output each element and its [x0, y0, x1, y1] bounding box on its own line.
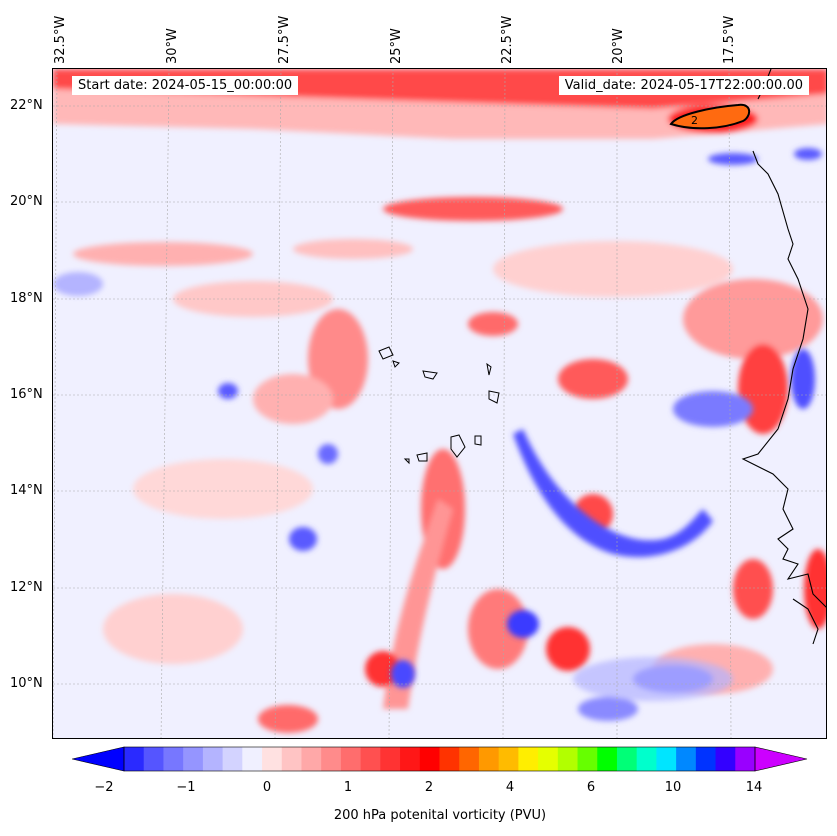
colorbar-segment	[557, 747, 579, 771]
colorbar-segment	[281, 747, 302, 771]
colorbar-segment	[242, 747, 263, 771]
lon-label: 32.5°W	[53, 15, 68, 64]
colorbar-segment	[400, 747, 421, 771]
colorbar-segment	[636, 747, 657, 771]
colorbar-segment	[183, 747, 204, 771]
colorbar-segment	[518, 747, 539, 771]
cape-verde-islands	[378, 346, 500, 465]
colorbar-segment	[616, 747, 638, 771]
colorbar-segment	[143, 747, 164, 771]
colorbar-tick-label: 6	[586, 780, 596, 795]
colorbar-segment	[676, 747, 697, 771]
lat-label: 18°N	[10, 291, 43, 306]
colorbar-segment	[439, 747, 460, 771]
colorbar-segment	[459, 747, 480, 771]
lon-label: 22.5°W	[500, 15, 515, 64]
colorbar-segment	[380, 747, 401, 771]
lon-label: 25°W	[389, 28, 404, 64]
colorbar-tick-label: 14	[745, 780, 763, 795]
colorbar-segment	[498, 747, 519, 771]
contour-label: 2	[691, 114, 698, 127]
negative-pv-areas	[53, 148, 822, 721]
colorbar-tick-label: 2	[424, 780, 434, 795]
colorbar-tick-label: −1	[176, 780, 196, 795]
colorbar-segment	[321, 747, 342, 771]
colorbar-tick-label: 10	[664, 780, 682, 795]
lon-label: 17.5°W	[722, 15, 737, 64]
lat-label: 12°N	[10, 580, 43, 595]
colorbar-label: 200 hPa potenital vorticity (PVU)	[333, 808, 547, 823]
lat-label: 14°N	[10, 483, 43, 498]
colorbar-segment	[478, 747, 500, 771]
colorbar-segment	[577, 747, 598, 771]
colorbar-tick-label: 4	[505, 780, 515, 795]
graticule	[53, 69, 826, 738]
colorbar-tick-label: 0	[262, 780, 272, 795]
colorbar-segment	[715, 747, 736, 771]
colorbar-segment	[656, 747, 677, 771]
colorbar-extend-high	[754, 746, 808, 772]
colorbar-segment	[163, 747, 184, 771]
colorbar-segment	[262, 747, 283, 771]
lat-label: 20°N	[10, 194, 43, 209]
colorbar-segment	[360, 747, 381, 771]
lat-label: 10°N	[10, 676, 43, 691]
lon-label: 20°W	[611, 28, 626, 64]
colorbar-segment	[419, 747, 440, 771]
pv-field-map: 2	[53, 69, 826, 738]
colorbar-segment	[597, 747, 618, 771]
colorbar-segment	[301, 747, 322, 771]
colorbar-segment	[124, 747, 145, 771]
pv-2-contour: 2	[669, 103, 751, 130]
lon-label: 30°W	[165, 28, 180, 64]
colorbar-segment	[735, 747, 756, 771]
start-date-label: Start date: 2024-05-15_00:00:00	[72, 76, 299, 95]
lon-label: 27.5°W	[277, 15, 292, 64]
colorbar-outline	[123, 746, 756, 772]
colorbar-segment	[538, 747, 559, 771]
colorbar-segment	[340, 747, 362, 771]
colorbar-tick-label: −2	[94, 780, 114, 795]
colorbar-extend-low	[72, 746, 125, 772]
map-plot-area: 2	[52, 68, 827, 739]
lat-label: 22°N	[10, 98, 43, 113]
colorbar-segment	[695, 747, 717, 771]
colorbar-segment	[222, 747, 243, 771]
colorbar-segments	[124, 747, 756, 771]
colorbar	[72, 746, 808, 772]
lat-label: 16°N	[10, 387, 43, 402]
colorbar-tick-label: 1	[343, 780, 353, 795]
valid-date-label: Valid_date: 2024-05-17T22:00:00.00	[558, 76, 809, 95]
colorbar-segment	[202, 747, 224, 771]
